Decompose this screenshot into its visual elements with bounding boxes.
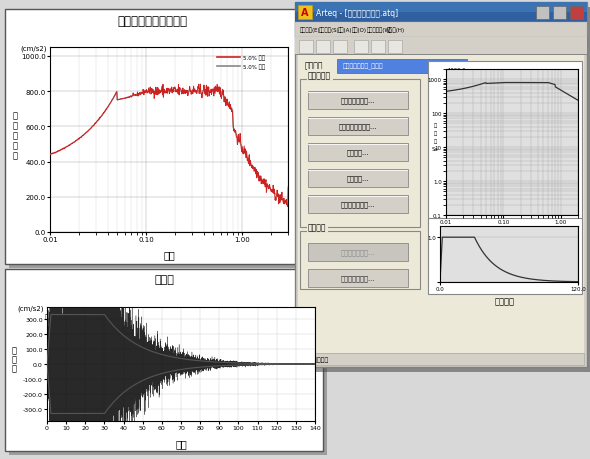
Bar — [308, 92, 408, 94]
Bar — [428, 218, 582, 294]
Bar — [388, 41, 402, 54]
Bar — [308, 144, 408, 146]
Bar — [5, 269, 323, 451]
Text: A: A — [301, 8, 309, 18]
Bar — [295, 38, 587, 56]
Text: 計算オプション...: 計算オプション... — [341, 201, 375, 208]
Text: 速: 速 — [434, 131, 437, 136]
Bar — [300, 8, 590, 372]
Bar — [9, 274, 327, 455]
Text: 加速度: 加速度 — [154, 274, 174, 285]
Text: 最大値=342.226(発生時刻=23.78)  最小値=-350.708(発生時刻=27.62): 最大値=342.226(発生時刻=23.78) 最小値=-350.708(発生時… — [45, 313, 211, 319]
Bar — [316, 41, 330, 54]
Bar — [308, 92, 408, 110]
Bar — [295, 3, 587, 23]
Text: 1000.0: 1000.0 — [447, 68, 466, 73]
Bar — [308, 170, 408, 188]
Bar — [428, 62, 582, 230]
Text: 加: 加 — [434, 123, 437, 128]
Text: 時刻: 時刻 — [175, 438, 187, 448]
Text: 目標スペクトル: 目標スペクトル — [487, 231, 523, 241]
Bar — [308, 170, 408, 172]
Text: 5.0% 目標: 5.0% 目標 — [242, 64, 265, 70]
Text: 波形処理: 波形処理 — [308, 223, 326, 231]
Bar — [295, 3, 587, 367]
Text: コマンドを選択: コマンドを選択 — [303, 357, 329, 362]
Text: 速度・変位波形...: 速度・変位波形... — [341, 275, 375, 282]
Text: 設定一覧(S): 設定一覧(S) — [319, 28, 339, 33]
Bar — [295, 3, 587, 13]
Text: 速: 速 — [11, 355, 17, 364]
Bar — [337, 60, 467, 74]
Bar — [308, 269, 408, 287]
Text: 波形条件...: 波形条件... — [347, 149, 369, 156]
Text: 位相角・包絡関数...: 位相角・包絡関数... — [339, 123, 377, 130]
Bar — [298, 56, 584, 353]
Text: 度: 度 — [11, 364, 17, 373]
Text: 応答スペクトル...: 応答スペクトル... — [341, 249, 375, 256]
Bar — [299, 41, 313, 54]
Bar — [570, 7, 583, 20]
Text: Arteq - [改正建築基準法.atq]: Arteq - [改正建築基準法.atq] — [316, 8, 398, 17]
Text: ウィンドウ(W): ウィンドウ(W) — [366, 28, 392, 33]
Bar — [9, 14, 304, 269]
Bar — [298, 353, 584, 365]
Bar — [308, 196, 408, 213]
Bar — [308, 196, 408, 197]
Bar — [295, 54, 587, 56]
Text: ファイル(E): ファイル(E) — [300, 28, 320, 33]
Text: 包絡関数: 包絡関数 — [495, 297, 515, 305]
Text: 応: 応 — [12, 141, 18, 150]
Bar — [553, 7, 566, 20]
Text: (cm/s2): (cm/s2) — [18, 305, 44, 312]
Bar — [371, 41, 385, 54]
Text: 周期: 周期 — [163, 249, 175, 259]
Text: 模擬地震波: 模擬地震波 — [308, 71, 331, 80]
Text: 出力(O): 出力(O) — [352, 28, 367, 33]
Text: 改正建築基準法_通則法: 改正建築基準法_通則法 — [343, 64, 384, 70]
Bar — [536, 7, 549, 20]
Text: 目標スペクトル...: 目標スペクトル... — [341, 97, 375, 104]
Bar — [308, 118, 408, 120]
Text: 検定条件...: 検定条件... — [347, 175, 369, 182]
Text: 加: 加 — [11, 346, 17, 355]
Bar — [5, 10, 300, 264]
Text: (cm/s2): (cm/s2) — [21, 46, 47, 52]
Bar — [308, 144, 408, 162]
Bar — [308, 243, 408, 262]
Text: 答: 答 — [12, 151, 18, 160]
Text: 度: 度 — [434, 139, 437, 144]
Bar — [333, 41, 347, 54]
Bar — [308, 118, 408, 136]
Bar — [300, 80, 420, 228]
Bar — [298, 6, 312, 20]
Text: 解析(A): 解析(A) — [337, 28, 352, 33]
Text: 速: 速 — [12, 121, 18, 130]
Text: タイトル: タイトル — [305, 62, 323, 70]
Text: 最大値=859.933: 最大値=859.933 — [55, 52, 103, 58]
Text: ヘルプ(H): ヘルプ(H) — [387, 28, 405, 33]
Bar — [300, 231, 420, 289]
Text: Sa: Sa — [432, 147, 438, 152]
Text: 加速度応答スペクトル: 加速度応答スペクトル — [117, 15, 188, 28]
Bar — [295, 23, 587, 38]
Bar — [354, 41, 368, 54]
Text: 度: 度 — [12, 131, 18, 140]
Text: 加: 加 — [12, 111, 18, 120]
Text: 5.0% 応答: 5.0% 応答 — [242, 55, 265, 61]
